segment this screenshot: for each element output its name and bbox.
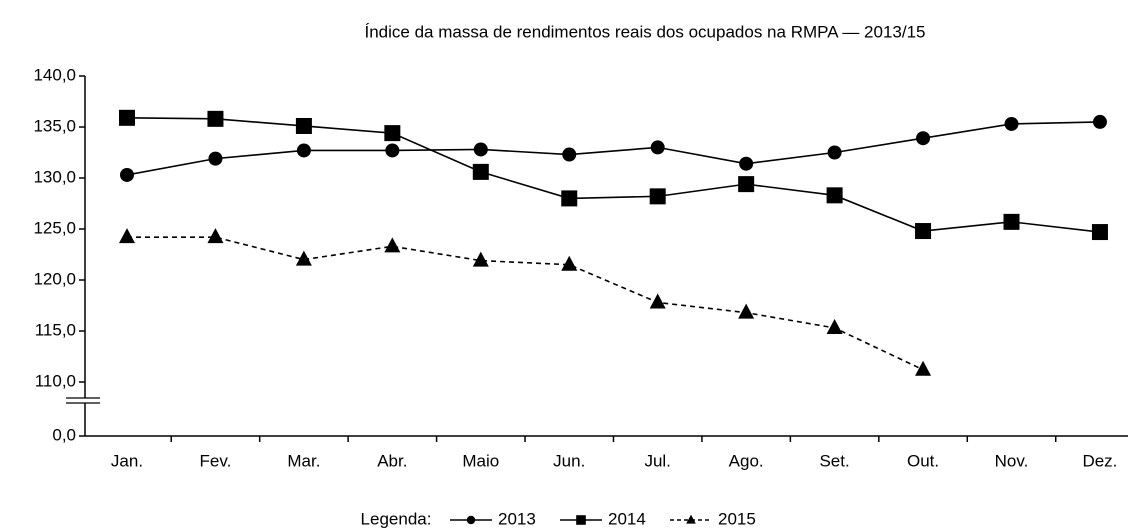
x-tick-label: Abr. — [377, 451, 407, 470]
point — [473, 142, 488, 157]
point — [826, 318, 843, 334]
x-tick-label: Jun. — [553, 451, 585, 470]
y-tick-label: 110,0 — [35, 371, 76, 390]
point — [119, 228, 135, 244]
point — [915, 223, 932, 240]
x-tick-label: Set. — [819, 451, 849, 470]
y-tick-label: 120,0 — [33, 269, 76, 288]
point — [466, 515, 476, 525]
point — [1092, 114, 1107, 129]
point — [561, 190, 578, 207]
x-tick-label: Fev. — [200, 451, 232, 470]
point — [915, 360, 932, 376]
legend-title: Legenda: — [361, 509, 432, 528]
point — [119, 109, 135, 126]
y-tick-label: 115,0 — [35, 320, 76, 339]
point — [649, 293, 666, 309]
point — [385, 143, 400, 158]
x-tick-label: Nov. — [995, 451, 1029, 470]
series-line — [127, 236, 924, 371]
point — [738, 303, 755, 319]
point — [650, 140, 665, 155]
y-tick-label: 130,0 — [33, 167, 76, 186]
y-tick-label: 0,0 — [52, 425, 76, 444]
point — [686, 514, 696, 524]
axis-break-gap — [66, 398, 104, 403]
point — [826, 187, 843, 204]
x-tick-label: Ago. — [729, 451, 764, 470]
y-tick-label: 135,0 — [33, 116, 76, 135]
point — [472, 251, 489, 267]
y-tick-label: 140,0 — [33, 65, 76, 84]
legend-label: 2015 — [718, 509, 756, 528]
point — [562, 147, 577, 162]
x-tick-label: Maio — [462, 451, 499, 470]
point — [1091, 224, 1108, 241]
point — [384, 125, 401, 142]
point — [208, 151, 223, 166]
x-tick-label: Jan. — [111, 451, 143, 470]
point — [296, 143, 311, 158]
point — [1003, 213, 1020, 230]
series-line — [126, 117, 1101, 233]
point — [295, 117, 312, 134]
legend-label: 2014 — [608, 509, 646, 528]
point — [120, 167, 134, 182]
x-tick-label: Out. — [907, 451, 939, 470]
point — [384, 237, 401, 253]
point — [207, 228, 224, 244]
point — [738, 176, 755, 193]
x-tick-label: Dez. — [1082, 451, 1117, 470]
point — [561, 255, 578, 271]
point — [916, 131, 931, 146]
x-tick-label: Mar. — [287, 451, 320, 470]
point — [295, 250, 312, 266]
point — [207, 110, 224, 127]
point — [472, 163, 489, 180]
y-tick-label: 125,0 — [33, 218, 76, 237]
series-line — [126, 121, 1100, 176]
legend-label: 2013 — [498, 509, 536, 528]
point — [739, 156, 754, 171]
chart-title: Índice da massa de rendimentos reais dos… — [364, 22, 925, 41]
point — [827, 145, 842, 160]
point — [1004, 116, 1019, 131]
point — [649, 188, 666, 205]
x-tick-label: Jul. — [644, 451, 670, 470]
point — [576, 515, 586, 525]
